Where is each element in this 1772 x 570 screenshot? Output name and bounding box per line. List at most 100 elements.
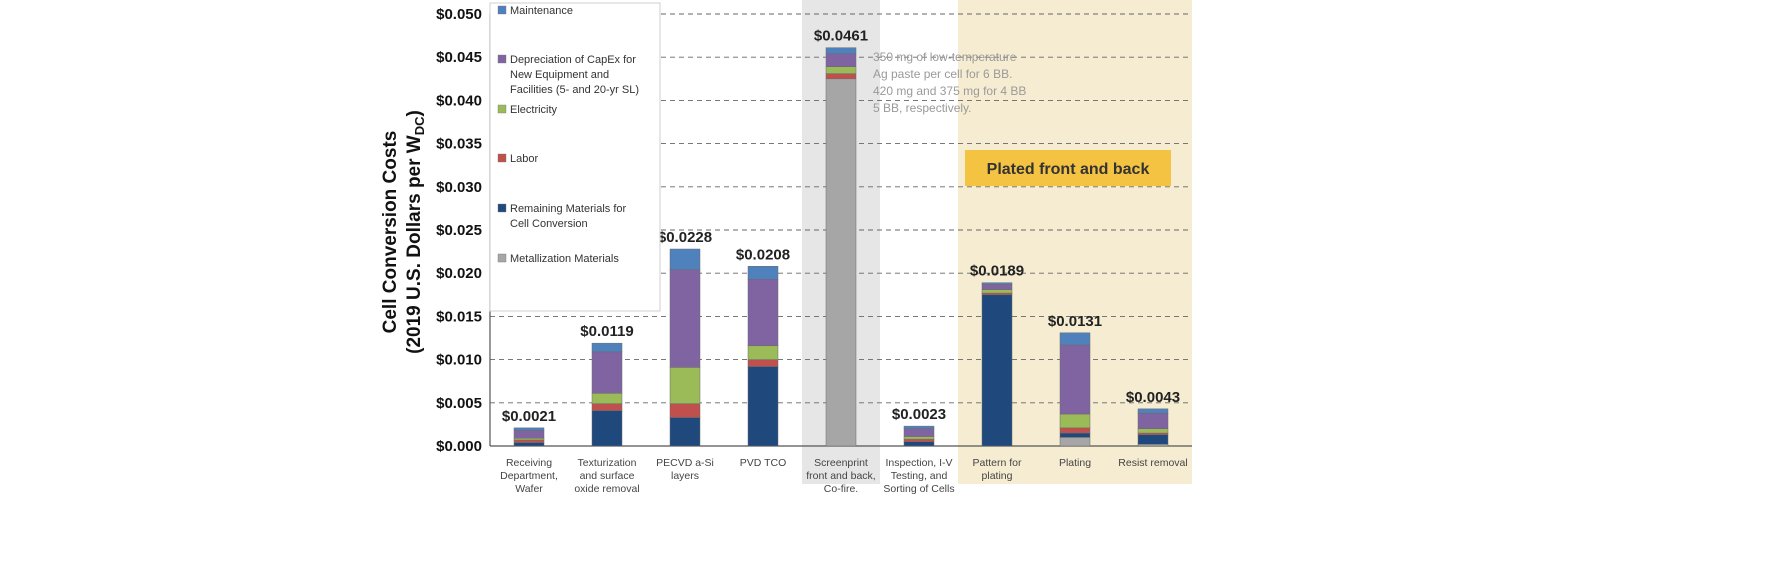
bar-segment	[903, 438, 935, 442]
bar-segment	[981, 292, 1013, 296]
bar-total-label: $0.0189	[970, 263, 1024, 280]
bar-segment	[1059, 332, 1091, 346]
bar-segment	[825, 53, 857, 67]
bar-total-label: $0.0023	[892, 406, 946, 423]
legend-swatch	[497, 203, 507, 213]
y-tick-label: $0.010	[436, 352, 482, 369]
bar-segment	[1059, 432, 1091, 438]
y-tick-label: $0.020	[436, 265, 482, 282]
plated-banner: Plated front and back	[965, 150, 1171, 186]
legend-label: Maintenance	[510, 5, 573, 17]
bar-total-label: $0.0021	[502, 408, 556, 425]
legend-label: Remaining Materials for Cell Conversion	[510, 203, 626, 230]
bar-segment	[513, 430, 545, 439]
category-label: Screenprint front and back, Co-fire.	[806, 457, 875, 495]
y-tick-label: $0.030	[436, 179, 482, 196]
y-tick-labels: $0.000 $0.005 $0.010 $0.015 $0.020 $0.025 $0.0…	[436, 6, 482, 455]
bar-segment	[669, 403, 701, 418]
bar-segment	[981, 282, 1013, 285]
y-tick-label: $0.000	[436, 438, 482, 455]
category-label: Texturization and surface oxide removal	[574, 457, 639, 495]
bar-segment	[591, 351, 623, 394]
bar-total-label: $0.0208	[736, 246, 790, 263]
legend-swatch	[497, 104, 507, 114]
bar-total-label: $0.0131	[1048, 313, 1102, 330]
bar-segment	[1137, 444, 1169, 447]
bar-total-label: $0.0228	[658, 229, 712, 246]
legend-swatch	[497, 153, 507, 163]
y-tick-label: $0.015	[436, 308, 482, 325]
metallization-annotation: 350 mg of low-temperature Ag paste per ce…	[873, 50, 1026, 115]
y-axis-label-line1: Cell Conversion Costs	[380, 131, 401, 334]
category-labels: Receiving Department, Wafer Texturization an…	[500, 457, 1188, 495]
bar-segment	[1137, 412, 1169, 429]
category-label: Inspection, I-V Testing, and Sorting of Ce…	[883, 457, 954, 495]
bar-segment	[747, 359, 779, 367]
bar-series	[513, 47, 1169, 447]
bar-segment	[1059, 427, 1091, 434]
legend-label: Metallization Materials	[510, 253, 619, 265]
y-tick-label: $0.045	[436, 49, 482, 66]
category-label: PVD TCO	[740, 457, 786, 469]
category-label: PECVD a-Si layers	[656, 457, 714, 482]
bar-total-label: $0.0043	[1126, 389, 1180, 406]
legend-label: Electricity	[510, 104, 558, 116]
bar-segment	[903, 425, 935, 429]
bar-segment	[981, 284, 1013, 290]
legend-label: Depreciation of CapEx for New Equipment a…	[510, 54, 639, 96]
bar-segment	[825, 47, 857, 54]
plated-banner-text: Plated front and back	[987, 161, 1150, 178]
bar-segment	[981, 294, 1013, 447]
bar-segment	[1137, 434, 1169, 445]
y-tick-label: $0.050	[436, 6, 482, 23]
bar-segment	[747, 278, 779, 347]
bar-segment	[669, 367, 701, 404]
bar-segment	[981, 289, 1013, 294]
bar-segment	[903, 441, 935, 447]
bar-total-labels: $0.0021 $0.0119 $0.0228 $0.0208 $0.0461 $0.00…	[502, 28, 1180, 425]
bar-segment	[903, 428, 935, 437]
y-tick-label: $0.005	[436, 395, 482, 412]
bar-segment	[825, 78, 857, 447]
bar-segment	[825, 73, 857, 80]
legend: Maintenance Depreciation of CapEx for New …	[489, 2, 661, 312]
bar-segment	[903, 436, 935, 440]
bar-segment	[1137, 428, 1169, 434]
y-tick-label: $0.025	[436, 222, 482, 239]
bar-segment	[747, 266, 779, 280]
category-label: Pattern for plating	[972, 457, 1022, 482]
legend-swatch	[497, 5, 507, 15]
bar-segment	[669, 269, 701, 368]
bar-segment	[513, 442, 545, 447]
metallization-note: 350 mg of low-temperature Ag paste per ce…	[873, 50, 1026, 115]
bar-segment	[1137, 408, 1169, 414]
bar-segment	[591, 403, 623, 411]
bar-segment	[513, 427, 545, 431]
bar-segment	[747, 345, 779, 360]
bar-segment	[591, 342, 623, 353]
bar-total-label: $0.0461	[814, 28, 868, 45]
y-tick-label: $0.040	[436, 92, 482, 109]
legend-box	[489, 2, 661, 312]
y-tick-label: $0.035	[436, 136, 482, 153]
legend-label: Labor	[510, 153, 538, 165]
bar-segment	[747, 366, 779, 447]
y-axis-label-line2: (2019 U.S. Dollars per WDC)	[404, 110, 427, 354]
bar-segment	[1059, 413, 1091, 429]
bar-segment	[591, 393, 623, 404]
bar-segment	[669, 248, 701, 270]
legend-swatch	[497, 54, 507, 64]
category-label: Receiving Department, Wafer	[500, 457, 558, 495]
category-label: Plating	[1059, 457, 1091, 469]
bar-segment	[1059, 437, 1091, 447]
bar-segment	[825, 66, 857, 74]
category-label: Resist removal	[1118, 457, 1187, 469]
bar-segment	[513, 439, 545, 443]
bar-segment	[1059, 344, 1091, 415]
legend-swatch	[497, 253, 507, 263]
bar-segment	[513, 437, 545, 441]
bar-segment	[669, 417, 701, 447]
bar-total-label: $0.0119	[580, 323, 633, 340]
bar-segment	[1137, 432, 1169, 436]
